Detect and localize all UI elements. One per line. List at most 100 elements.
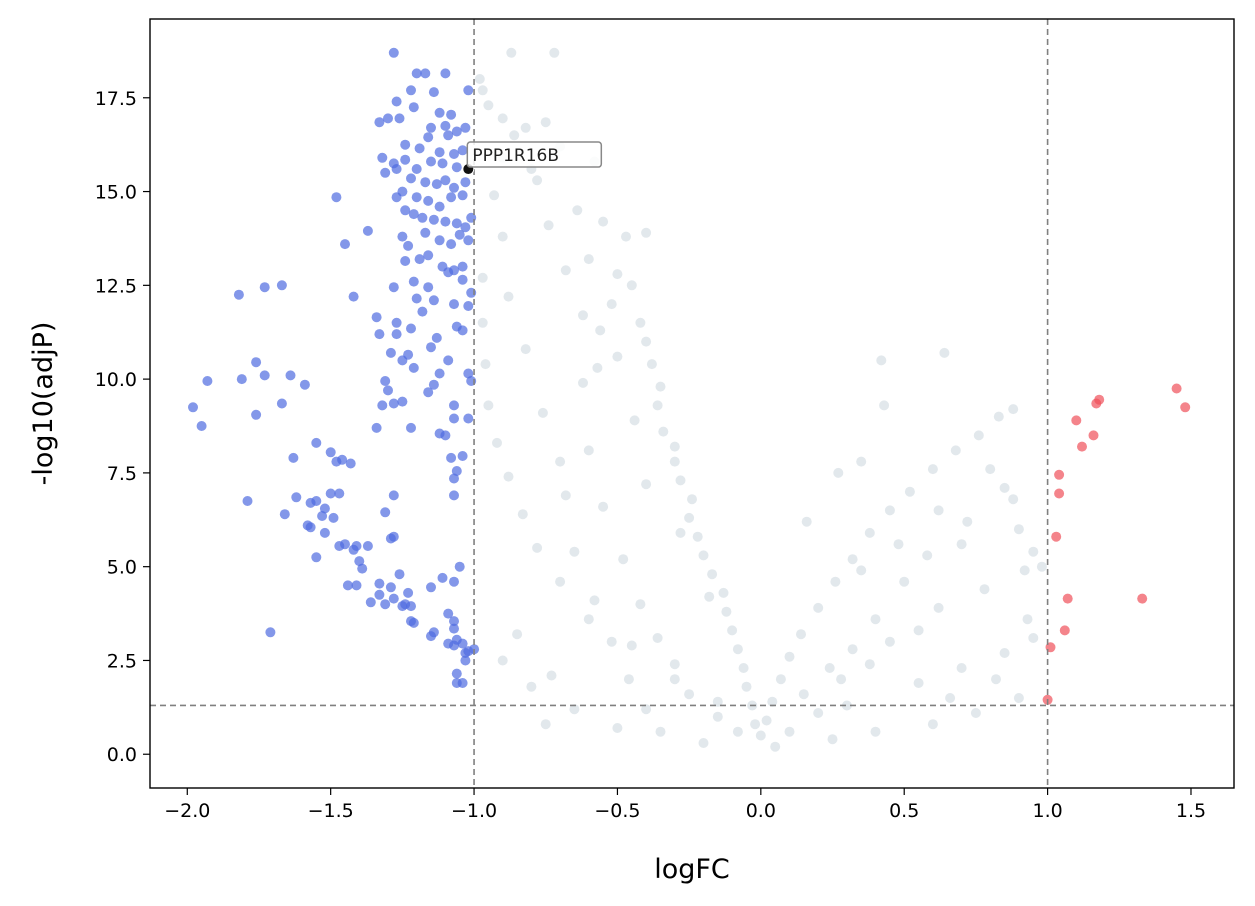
data-point bbox=[962, 516, 973, 527]
data-point bbox=[457, 274, 468, 285]
data-point bbox=[847, 644, 858, 655]
data-point bbox=[555, 576, 566, 587]
data-point bbox=[236, 374, 247, 385]
data-point bbox=[497, 655, 508, 666]
data-point bbox=[641, 479, 652, 490]
data-point bbox=[899, 576, 910, 587]
data-point bbox=[913, 678, 924, 688]
data-point bbox=[233, 289, 244, 300]
data-point bbox=[380, 507, 391, 518]
data-point bbox=[440, 216, 451, 227]
data-point bbox=[460, 222, 471, 233]
data-point bbox=[397, 231, 408, 242]
data-point bbox=[411, 164, 422, 174]
data-point bbox=[956, 539, 967, 550]
data-point bbox=[328, 512, 339, 523]
data-point bbox=[913, 625, 924, 636]
data-point bbox=[449, 640, 459, 651]
data-point bbox=[712, 696, 723, 707]
data-point bbox=[385, 347, 396, 358]
data-point bbox=[979, 584, 990, 595]
data-point bbox=[334, 488, 345, 499]
data-point bbox=[371, 422, 382, 433]
data-point bbox=[449, 149, 459, 159]
data-point bbox=[279, 509, 290, 520]
data-point bbox=[698, 550, 709, 561]
data-point bbox=[721, 606, 732, 617]
y-axis-title: -log10(adjP) bbox=[28, 322, 59, 486]
annotation-label: PPP1R16B bbox=[472, 146, 559, 166]
data-point bbox=[864, 527, 875, 538]
data-point bbox=[288, 452, 299, 463]
data-point bbox=[406, 173, 416, 184]
data-point bbox=[443, 267, 454, 278]
data-point bbox=[684, 512, 695, 523]
data-point bbox=[1059, 625, 1070, 636]
data-point bbox=[377, 152, 388, 163]
x-tick-label: −1.5 bbox=[308, 800, 354, 822]
axis-ticks: −2.0 −1.5 −1.0 −0.5 0.0 0.5 1.0 1.5 0.0 2.5 5.0 7.5… bbox=[95, 88, 1206, 822]
data-point bbox=[440, 430, 451, 441]
data-point bbox=[451, 668, 462, 679]
x-tick-label: 0.0 bbox=[746, 800, 776, 822]
data-point bbox=[391, 329, 402, 340]
data-point bbox=[606, 299, 617, 310]
data-point bbox=[555, 456, 566, 467]
data-point bbox=[457, 451, 468, 461]
data-point bbox=[474, 74, 485, 84]
data-point bbox=[428, 379, 439, 390]
data-point bbox=[457, 190, 468, 201]
data-point bbox=[251, 409, 262, 420]
data-point bbox=[354, 556, 365, 567]
data-point bbox=[583, 445, 594, 456]
data-point bbox=[847, 554, 858, 565]
data-point bbox=[265, 627, 276, 638]
data-point bbox=[334, 541, 345, 551]
data-point bbox=[446, 452, 457, 463]
data-point bbox=[443, 130, 454, 141]
data-point bbox=[420, 177, 431, 188]
data-point bbox=[374, 578, 385, 589]
data-point bbox=[325, 488, 336, 499]
data-point bbox=[945, 693, 956, 703]
x-tick-label: 1.0 bbox=[1032, 800, 1062, 822]
data-point bbox=[451, 126, 462, 137]
data-point bbox=[856, 456, 867, 467]
data-point bbox=[543, 220, 554, 231]
data-point bbox=[443, 355, 454, 366]
data-point bbox=[1088, 430, 1099, 441]
data-point bbox=[340, 239, 350, 250]
data-point bbox=[342, 580, 353, 591]
data-point bbox=[311, 437, 322, 448]
data-point bbox=[383, 113, 393, 124]
data-point bbox=[1036, 561, 1047, 572]
data-point bbox=[311, 552, 322, 563]
data-point bbox=[477, 272, 488, 283]
data-point bbox=[431, 179, 442, 190]
data-point bbox=[669, 659, 680, 670]
data-point bbox=[669, 674, 680, 685]
data-point bbox=[351, 580, 362, 591]
data-point bbox=[933, 505, 944, 516]
data-point bbox=[317, 511, 328, 521]
data-point bbox=[641, 227, 652, 238]
data-point bbox=[357, 563, 368, 574]
data-point bbox=[406, 85, 416, 96]
data-point bbox=[449, 182, 459, 193]
data-point bbox=[870, 614, 881, 625]
data-point bbox=[434, 201, 445, 212]
data-point bbox=[305, 522, 316, 533]
data-point bbox=[434, 147, 445, 158]
data-point bbox=[824, 663, 835, 673]
data-point bbox=[477, 317, 488, 328]
data-point bbox=[420, 68, 431, 79]
data-point bbox=[1091, 398, 1102, 409]
data-point bbox=[397, 355, 408, 366]
data-point bbox=[856, 565, 867, 576]
data-point bbox=[497, 231, 508, 242]
x-tick-label: −2.0 bbox=[164, 800, 210, 822]
data-point bbox=[397, 601, 408, 612]
data-point bbox=[512, 629, 523, 640]
data-point bbox=[331, 192, 342, 203]
data-point bbox=[463, 368, 474, 379]
